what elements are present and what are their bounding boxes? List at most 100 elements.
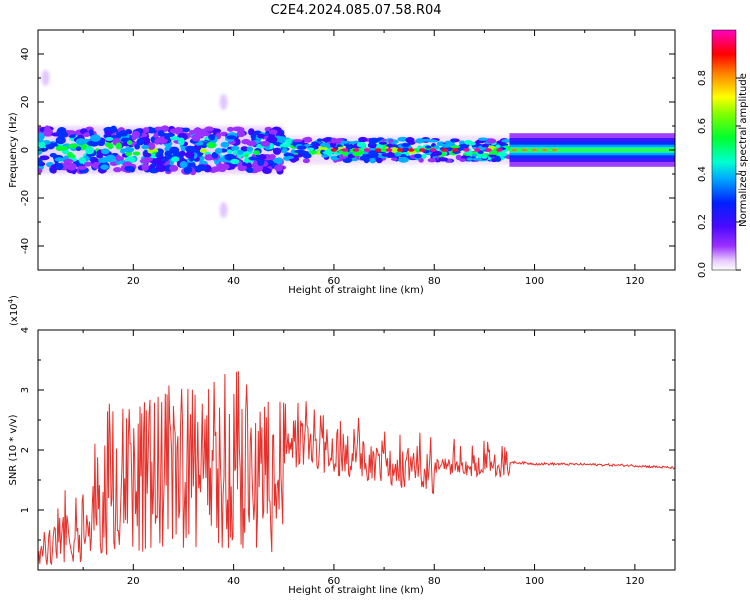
x-tick-label: 80 [428,576,441,587]
spectrogram-blob [211,151,219,159]
spectrogram-blob [105,154,116,163]
spectrogram-peak [430,148,437,152]
spectrogram-blob [227,126,234,132]
spectrogram-peak [396,148,404,152]
spectrogram-blob [141,163,149,171]
spectrogram-blob [237,165,247,172]
spectrogram-blob [273,157,279,164]
spectrogram-blob [274,164,283,172]
colorbar: 0.0 0.2 0.4 0.6 0.8 Normalized spectral ampl… [697,29,749,278]
spectrogram-peak [541,148,548,152]
spectrogram-blob [125,151,133,157]
spectrogram-blob [257,133,265,139]
spectrogram-blob [481,154,488,159]
spectrogram-blob [236,130,246,138]
spectrogram-blob [129,166,136,173]
x-tick-label: 40 [227,576,240,587]
x-tick-label: 100 [525,576,544,587]
spectrogram-blob [126,140,133,146]
spectrogram-blob [415,138,424,144]
spectrogram-peak [485,148,492,152]
spectrogram-blob [224,153,236,161]
spectrogram-blob [54,157,65,162]
spectrogram-blob [236,149,244,155]
spectrogram-blob [388,139,394,143]
spectrogram-blob [269,153,276,161]
x-tick-label: 20 [127,576,140,587]
x-tick-label: 60 [328,576,341,587]
snr-x-axis-label: Height of straight line (km) [288,585,424,596]
spectrogram-y-axis-label: Frequency (Hz) [8,112,19,188]
spectrogram-blob [266,136,278,144]
spectrogram-blob [394,152,402,157]
spectrogram-blob [147,142,156,150]
spectrogram-blob [83,161,92,167]
colorbar-tick-label: 0.6 [697,118,708,134]
spectrogram-peak [363,148,371,152]
spectrogram-blob [321,154,329,158]
spectrogram-blob [132,151,141,156]
x-tick-label: 20 [127,276,140,287]
spectrogram-blob [220,163,230,170]
spectrogram-blob [281,147,288,154]
y-tick-label: 0 [20,147,31,153]
x-tick-label: 120 [625,276,644,287]
spectrogram-blob [161,157,169,162]
spectrogram-ridge-layer [509,148,675,152]
spectrogram-blob [66,162,77,171]
spectrogram-blob [247,167,254,172]
spectrogram-blob [85,146,95,155]
spectrogram-blob [140,158,148,164]
spectrogram-blob [268,129,278,135]
spectrogram-blob [250,133,257,140]
y-tick-label: 4 [20,327,31,333]
spectrogram-blob [124,146,135,153]
spectrogram-blob [284,152,290,157]
spectrogram-blob [60,146,69,151]
spectrogram-blob [363,157,370,164]
spectrogram-blob [171,156,180,162]
spectrogram-blob [204,154,214,161]
spectrogram-blob [169,165,179,172]
spectrogram-blob [113,167,122,173]
spectrogram-blob [230,158,240,165]
spectrogram-blob [246,162,253,169]
spectrogram-blob [191,134,201,142]
spectrogram-blob [302,158,310,164]
spectrogram-blob [105,129,112,138]
x-tick-label: 60 [328,276,341,287]
y-tick-label: 3 [20,387,31,393]
spectrogram-blob [340,140,349,144]
spectrogram-blob [438,157,449,162]
spectrogram-blob [78,157,86,164]
spectrogram-blob [378,141,388,145]
spectrogram-blob [368,153,379,159]
spectrogram-blob [38,141,46,149]
spectrogram-feature [41,70,50,86]
spectrogram-blob [75,138,86,146]
colorbar-tick-label: 0.0 [697,262,708,278]
spectrogram-blob [448,142,455,147]
spectrogram-blob [450,138,456,143]
spectrogram-blob [178,150,186,157]
spectrogram-blob [86,140,98,147]
spectrogram-peak [452,148,459,152]
spectrogram-blob [478,137,488,141]
spectrogram-blob [196,164,207,171]
spectrogram-blob [50,168,57,174]
spectrogram-blob [369,157,376,164]
spectrogram-blob [101,148,110,155]
colorbar-gradient [712,30,736,270]
spectrogram-blob [501,139,513,143]
spectrogram-blob [169,146,180,154]
snr-line [38,371,675,567]
snr-y-scale-label: (x104) [7,295,20,326]
spectrogram-blob [381,153,390,157]
spectrogram-blob [459,158,467,162]
spectrogram-blob [441,143,451,148]
spectrogram-blob [497,152,508,157]
spectrogram-blob [345,144,353,150]
spectrogram-blob [104,142,111,147]
y-tick-label: 20 [20,96,31,109]
spectrogram-blob [296,145,307,150]
